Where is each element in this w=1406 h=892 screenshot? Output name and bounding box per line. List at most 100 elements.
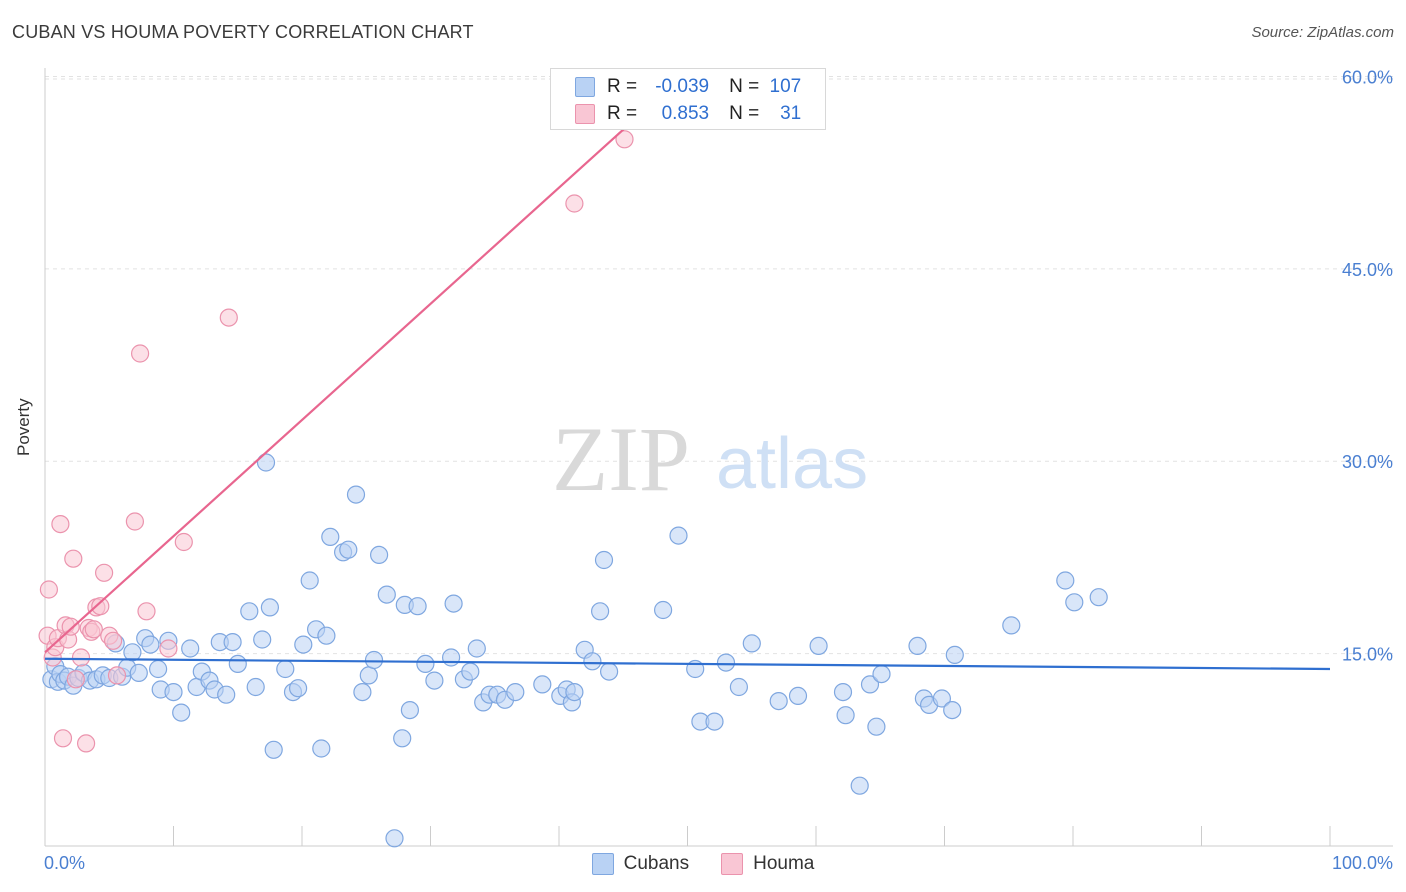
data-point-cubans	[653, 600, 673, 620]
data-point-cubans	[260, 598, 279, 617]
legend-n-label: N =	[729, 103, 760, 124]
trend-line-houma	[44, 84, 673, 654]
legend-r-label: R =	[607, 103, 638, 124]
data-point-houma	[174, 532, 193, 552]
legend-item-houma[interactable]: Houma	[721, 853, 814, 875]
data-point-cubans	[716, 653, 736, 672]
data-point-cubans	[364, 650, 384, 670]
data-point-cubans	[359, 666, 378, 685]
legend-n-value: 107	[769, 76, 802, 97]
data-point-cubans	[533, 675, 552, 694]
y-tick-label: 30.0%	[1342, 452, 1393, 472]
data-point-cubans	[123, 643, 142, 662]
data-point-cubans	[705, 712, 724, 731]
legend-r-value: 0.853	[661, 103, 710, 124]
x-tick-label: 100.0%	[1332, 853, 1393, 873]
data-point-houma	[107, 666, 127, 685]
grid-lines	[45, 75, 1393, 655]
chart-title: CUBAN VS HOUMA POVERTY CORRELATION CHART	[12, 22, 474, 42]
legend-label-cubans: Cubans	[623, 853, 690, 874]
data-point-cubans	[223, 632, 242, 652]
watermark-atlas: atlas	[716, 424, 868, 504]
data-point-houma	[159, 639, 178, 658]
data-point-cubans	[565, 682, 584, 702]
data-point-cubans	[172, 703, 191, 722]
data-point-cubans	[872, 664, 891, 684]
data-point-cubans	[408, 597, 427, 616]
data-point-houma	[39, 580, 59, 599]
data-point-cubans	[129, 663, 148, 683]
watermark-zip: ZIP	[552, 408, 690, 510]
data-point-cubans	[300, 571, 319, 590]
trend-line-cubans	[44, 657, 1331, 671]
data-point-cubans	[945, 645, 964, 665]
data-point-houma	[125, 512, 144, 531]
data-point-cubans	[442, 648, 461, 667]
data-point-cubans	[346, 485, 366, 504]
data-point-cubans	[141, 635, 160, 654]
data-point-cubans	[583, 652, 602, 671]
x-tick-label: 0.0%	[44, 853, 85, 873]
data-point-houma	[76, 734, 96, 753]
data-point-cubans	[353, 682, 372, 702]
trend-lines	[44, 84, 1331, 671]
legend-item-cubans[interactable]: Cubans	[591, 853, 690, 875]
data-point-cubans	[1002, 616, 1021, 635]
data-point-cubans	[506, 682, 525, 702]
legend-label-houma: Houma	[753, 853, 815, 874]
data-point-cubans	[467, 639, 486, 658]
legend-row-cubans: R = -0.039 N = 107	[575, 74, 801, 100]
data-point-cubans	[393, 729, 412, 748]
data-point-cubans	[590, 602, 610, 621]
data-point-houma	[137, 602, 156, 621]
data-point-houma	[565, 194, 584, 213]
data-point-cubans	[850, 776, 869, 795]
data-point-houma	[103, 631, 123, 650]
data-point-houma	[51, 514, 70, 534]
data-point-cubans	[594, 550, 614, 570]
data-point-cubans	[860, 675, 880, 694]
y-tick-label: 15.0%	[1342, 645, 1393, 665]
data-point-houma	[66, 670, 85, 689]
data-point-cubans	[444, 594, 463, 613]
data-point-cubans	[317, 626, 336, 645]
data-point-cubans	[312, 739, 331, 758]
data-point-cubans	[809, 636, 828, 656]
data-point-houma	[91, 597, 110, 616]
data-point-cubans	[339, 540, 358, 559]
data-point-houma	[53, 729, 73, 748]
legend-r-value: -0.039	[655, 76, 710, 97]
axes	[44, 68, 1393, 847]
data-point-houma	[219, 308, 238, 327]
data-point-cubans	[1056, 571, 1075, 590]
data-point-cubans	[416, 654, 435, 674]
data-point-cubans	[370, 545, 389, 565]
data-point-cubans	[1089, 588, 1108, 607]
legend-row-houma: R = 0.853 N = 31	[575, 101, 801, 127]
data-point-cubans	[943, 700, 962, 720]
data-point-cubans	[181, 639, 200, 658]
data-point-cubans	[377, 585, 396, 604]
data-point-cubans	[228, 654, 247, 674]
watermark: ZIP atlas	[552, 408, 868, 510]
data-point-houma	[61, 617, 80, 636]
data-point-cubans	[264, 740, 283, 759]
data-point-cubans	[149, 659, 168, 679]
data-point-cubans	[729, 677, 749, 697]
data-point-cubans	[867, 717, 886, 736]
data-point-cubans	[289, 679, 308, 698]
legend-n-label: N =	[729, 76, 760, 97]
data-point-cubans	[240, 602, 259, 621]
data-point-cubans	[908, 636, 927, 656]
data-point-cubans	[836, 706, 855, 725]
legend-swatch-blue	[575, 77, 595, 97]
legend-r-label: R =	[607, 76, 638, 97]
data-point-houma	[84, 620, 103, 639]
data-point-cubans	[599, 662, 619, 681]
data-point-houma	[94, 563, 114, 582]
data-point-cubans	[321, 527, 340, 547]
data-point-houma	[71, 648, 91, 667]
tick-labels: 15.0% 30.0% 45.0% 60.0% 0.0% 100.0%	[44, 67, 1393, 873]
data-point-cubans	[276, 659, 295, 679]
data-point-cubans	[400, 700, 419, 720]
